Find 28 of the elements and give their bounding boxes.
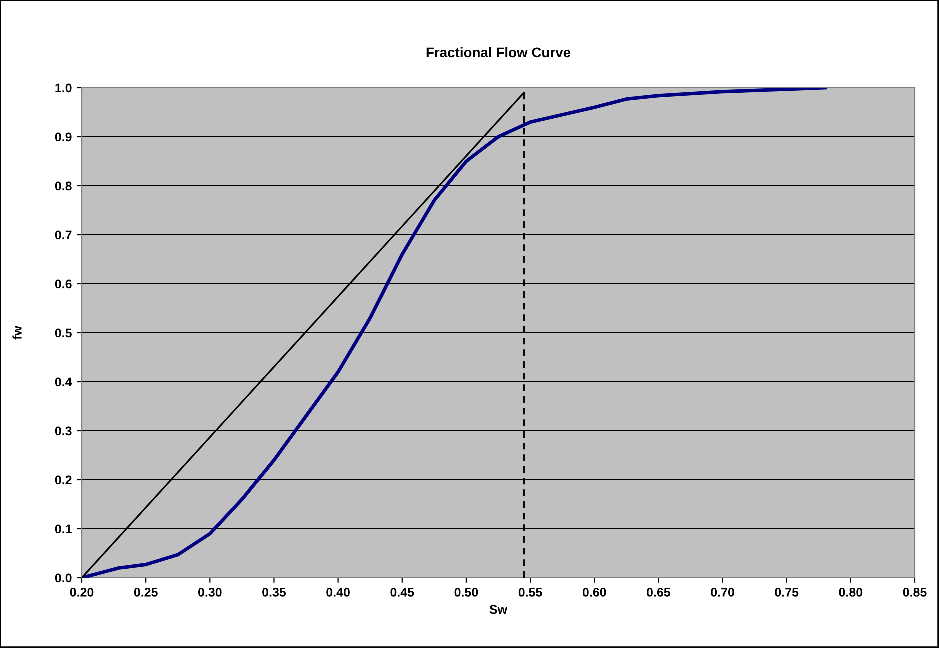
x-axis-title: Sw — [490, 605, 508, 614]
x-tick-label: 0.20 — [70, 588, 94, 597]
x-tick-label: 0.55 — [518, 588, 542, 597]
x-tick-label: 0.30 — [198, 588, 222, 597]
x-tick-label: 0.35 — [262, 588, 286, 597]
y-tick-label: 0.8 — [55, 182, 72, 191]
chart-title: Fractional Flow Curve — [426, 47, 571, 58]
y-tick-label: 0.4 — [55, 378, 72, 387]
y-tick-label: 0.5 — [55, 328, 72, 338]
y-tick-label: 0.3 — [55, 426, 72, 436]
y-tick-label: 0.9 — [55, 132, 72, 142]
x-tick-label: 0.60 — [582, 588, 606, 597]
x-tick-label: 0.25 — [134, 588, 158, 597]
x-tick-label: 0.40 — [326, 588, 350, 597]
x-tick-label: 0.50 — [454, 588, 478, 597]
x-tick-label: 0.65 — [647, 588, 671, 597]
y-tick-label: 1.0 — [56, 84, 72, 93]
x-tick-label: 0.85 — [903, 588, 927, 597]
y-tick-label: 0.7 — [55, 230, 72, 240]
x-tick-label: 0.45 — [390, 588, 414, 597]
y-axis-title: fw — [12, 326, 22, 340]
y-tick-label: 0.6 — [55, 280, 72, 289]
y-tick-label: 0.2 — [55, 476, 72, 485]
x-tick-label: 0.70 — [711, 588, 734, 597]
y-tick-label: 0.1 — [55, 524, 72, 534]
x-tick-label: 0.80 — [839, 588, 863, 597]
y-tick-label: 0.0 — [55, 574, 72, 583]
x-tick-label: 0.75 — [775, 588, 799, 597]
